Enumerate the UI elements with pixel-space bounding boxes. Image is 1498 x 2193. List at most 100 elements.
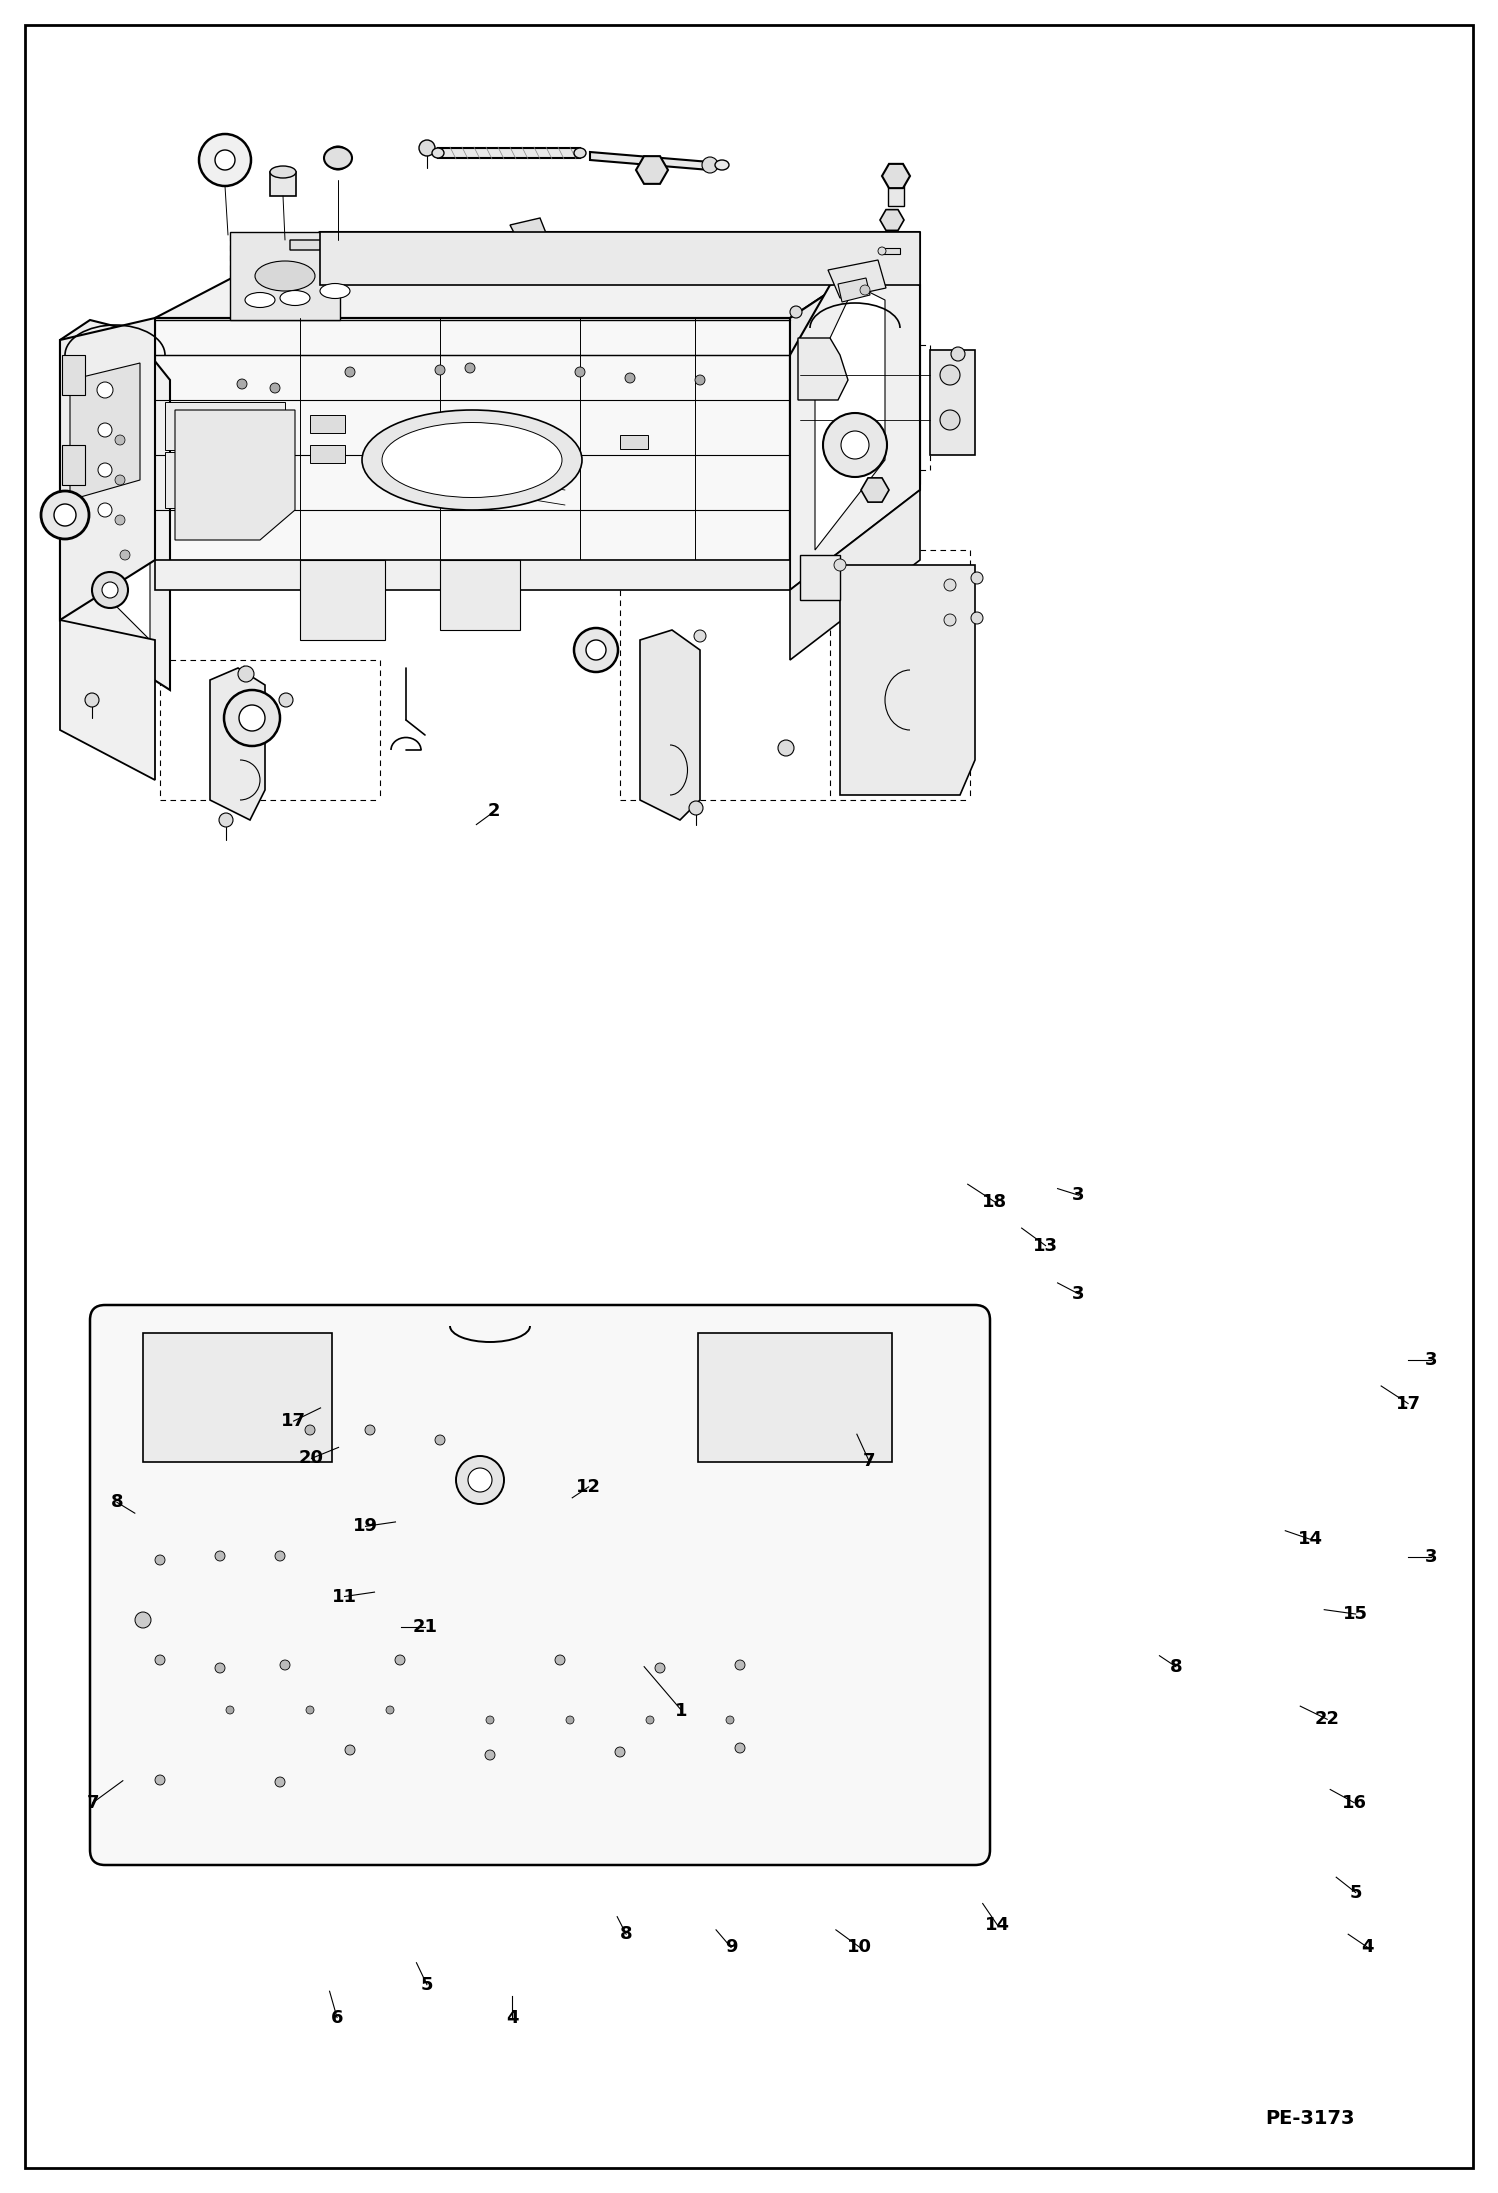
Polygon shape bbox=[879, 211, 903, 230]
Circle shape bbox=[971, 612, 983, 625]
Circle shape bbox=[951, 346, 965, 362]
Circle shape bbox=[135, 1612, 151, 1627]
Polygon shape bbox=[789, 489, 920, 660]
FancyBboxPatch shape bbox=[142, 1333, 333, 1463]
Polygon shape bbox=[637, 156, 668, 184]
Circle shape bbox=[216, 1550, 225, 1561]
Polygon shape bbox=[930, 351, 975, 454]
Circle shape bbox=[971, 572, 983, 583]
Bar bbox=[310, 414, 345, 432]
Circle shape bbox=[646, 162, 659, 178]
Ellipse shape bbox=[382, 423, 562, 498]
Circle shape bbox=[226, 1706, 234, 1715]
Circle shape bbox=[575, 366, 586, 377]
Circle shape bbox=[216, 1662, 225, 1673]
Text: 9: 9 bbox=[725, 1939, 737, 1956]
Circle shape bbox=[366, 1425, 374, 1434]
Text: 22: 22 bbox=[1315, 1711, 1339, 1728]
Polygon shape bbox=[165, 452, 240, 509]
Ellipse shape bbox=[715, 160, 730, 171]
Circle shape bbox=[97, 463, 112, 478]
Text: 17: 17 bbox=[1396, 1395, 1420, 1412]
Ellipse shape bbox=[255, 261, 315, 292]
Circle shape bbox=[586, 640, 607, 660]
Ellipse shape bbox=[574, 147, 586, 158]
Circle shape bbox=[485, 1750, 494, 1761]
Circle shape bbox=[655, 1662, 665, 1673]
Circle shape bbox=[822, 412, 887, 478]
Circle shape bbox=[306, 1425, 315, 1434]
Text: 8: 8 bbox=[111, 1493, 123, 1511]
Text: 3: 3 bbox=[1073, 1285, 1085, 1303]
Circle shape bbox=[154, 1555, 165, 1566]
Circle shape bbox=[327, 147, 351, 171]
Circle shape bbox=[434, 364, 445, 375]
Circle shape bbox=[40, 491, 88, 539]
Polygon shape bbox=[321, 232, 920, 285]
Circle shape bbox=[97, 423, 112, 436]
Polygon shape bbox=[837, 279, 870, 303]
Circle shape bbox=[777, 739, 794, 757]
Text: 5: 5 bbox=[421, 1976, 433, 1993]
Polygon shape bbox=[882, 164, 909, 189]
Ellipse shape bbox=[321, 283, 351, 298]
Polygon shape bbox=[861, 478, 888, 502]
Ellipse shape bbox=[280, 289, 310, 305]
Circle shape bbox=[199, 134, 252, 186]
Circle shape bbox=[238, 667, 255, 682]
Circle shape bbox=[554, 1656, 565, 1664]
Text: 8: 8 bbox=[620, 1925, 632, 1943]
Polygon shape bbox=[165, 401, 285, 450]
Circle shape bbox=[91, 572, 127, 607]
Polygon shape bbox=[154, 559, 789, 590]
Circle shape bbox=[869, 485, 881, 496]
Ellipse shape bbox=[324, 147, 352, 169]
Text: 21: 21 bbox=[413, 1618, 437, 1636]
Circle shape bbox=[694, 629, 706, 643]
Text: 20: 20 bbox=[300, 1450, 324, 1467]
Text: 14: 14 bbox=[986, 1917, 1010, 1934]
Circle shape bbox=[625, 373, 635, 384]
Polygon shape bbox=[479, 230, 545, 257]
Polygon shape bbox=[800, 555, 840, 601]
Circle shape bbox=[395, 1656, 404, 1664]
Circle shape bbox=[345, 1746, 355, 1754]
Polygon shape bbox=[60, 320, 169, 691]
Circle shape bbox=[834, 559, 846, 570]
Text: 18: 18 bbox=[983, 1193, 1007, 1211]
Ellipse shape bbox=[431, 147, 443, 158]
Circle shape bbox=[695, 375, 706, 386]
Circle shape bbox=[225, 691, 280, 746]
Text: 4: 4 bbox=[506, 2009, 518, 2026]
Text: 7: 7 bbox=[87, 1794, 99, 1811]
Circle shape bbox=[85, 693, 99, 706]
Polygon shape bbox=[70, 364, 139, 500]
Text: 4: 4 bbox=[1362, 1939, 1374, 1956]
Polygon shape bbox=[154, 232, 920, 318]
Polygon shape bbox=[590, 151, 710, 171]
Polygon shape bbox=[210, 669, 265, 820]
Ellipse shape bbox=[270, 167, 297, 178]
Circle shape bbox=[386, 1706, 394, 1715]
Polygon shape bbox=[440, 559, 520, 629]
Circle shape bbox=[279, 693, 294, 706]
Text: 3: 3 bbox=[1073, 1186, 1085, 1204]
Circle shape bbox=[840, 432, 869, 458]
Circle shape bbox=[280, 1660, 291, 1671]
Circle shape bbox=[54, 504, 76, 526]
Text: 17: 17 bbox=[282, 1412, 306, 1430]
Circle shape bbox=[97, 382, 112, 397]
Circle shape bbox=[154, 1774, 165, 1785]
Bar bbox=[310, 445, 345, 463]
Polygon shape bbox=[90, 362, 150, 640]
Circle shape bbox=[455, 1456, 503, 1504]
Circle shape bbox=[345, 366, 355, 377]
Text: 3: 3 bbox=[1425, 1351, 1437, 1368]
Ellipse shape bbox=[246, 292, 276, 307]
Circle shape bbox=[419, 140, 434, 156]
Circle shape bbox=[115, 434, 124, 445]
Ellipse shape bbox=[363, 410, 583, 511]
Circle shape bbox=[154, 1656, 165, 1664]
Circle shape bbox=[860, 285, 870, 296]
Text: 5: 5 bbox=[1350, 1884, 1362, 1901]
